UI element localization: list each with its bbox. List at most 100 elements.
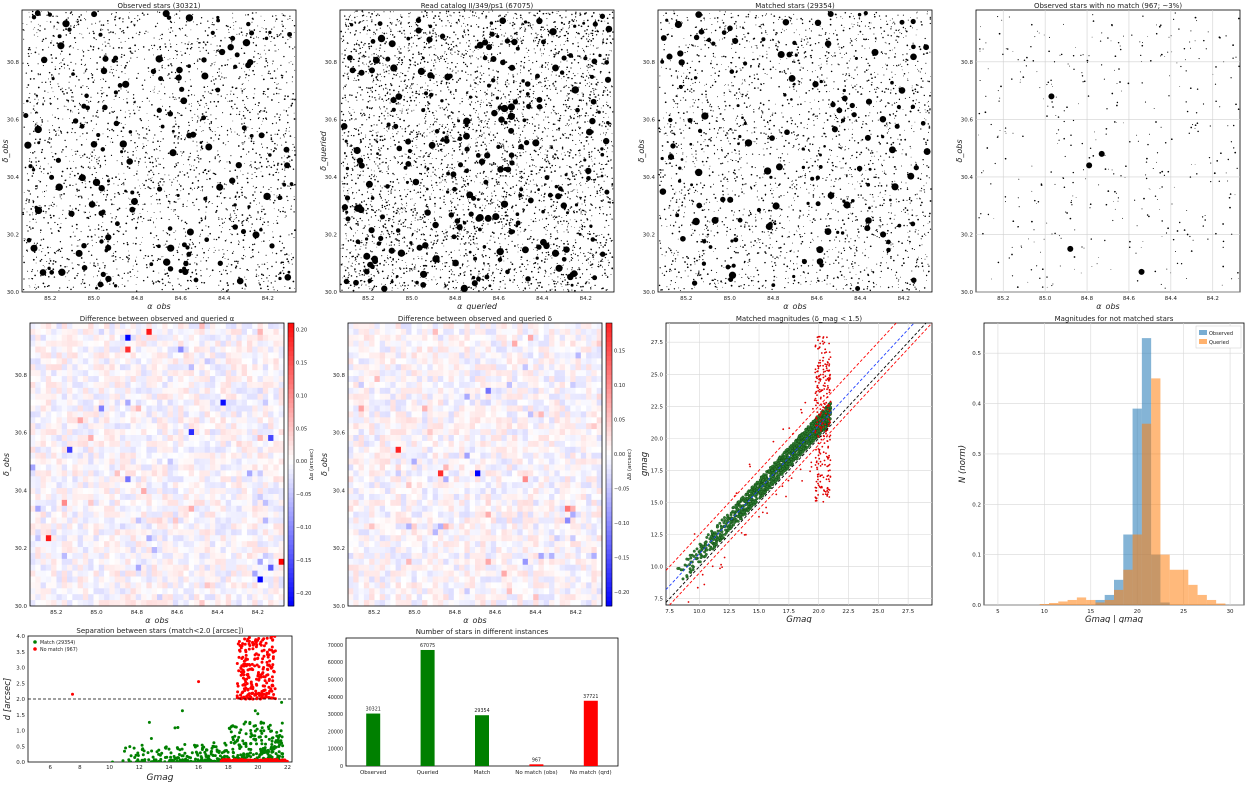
star-point xyxy=(495,33,497,35)
star-point xyxy=(248,270,249,272)
star-point xyxy=(107,183,109,186)
star-point xyxy=(412,83,414,85)
star-point xyxy=(59,196,61,198)
star-point xyxy=(446,235,449,237)
star-point xyxy=(433,129,435,131)
star-point xyxy=(541,55,543,57)
star-point xyxy=(466,179,468,181)
star-point xyxy=(439,216,441,218)
star-point xyxy=(274,142,276,145)
star-point xyxy=(27,52,30,55)
star-point xyxy=(474,86,476,88)
star-point xyxy=(406,270,408,273)
star-point xyxy=(197,154,199,157)
star-point xyxy=(279,211,282,213)
star-point xyxy=(202,171,205,174)
star-point xyxy=(354,256,357,259)
star-point xyxy=(44,266,45,268)
bright-star xyxy=(34,125,42,134)
star-point xyxy=(131,52,133,54)
star-point xyxy=(173,178,175,180)
star-point xyxy=(151,48,153,49)
star-point xyxy=(190,280,193,282)
star-point xyxy=(570,84,572,86)
star-point xyxy=(544,258,546,260)
star-point xyxy=(582,236,585,238)
star-point xyxy=(481,183,483,185)
star-point xyxy=(495,179,497,181)
star-point xyxy=(463,113,464,115)
star-point xyxy=(87,235,89,238)
star-point xyxy=(398,61,400,64)
star-point xyxy=(174,146,177,149)
star-point xyxy=(132,242,134,244)
star-point xyxy=(563,43,565,46)
star-point xyxy=(86,86,88,88)
star-point xyxy=(437,57,439,59)
star-point xyxy=(532,93,534,95)
star-point xyxy=(195,176,197,178)
star-point xyxy=(153,54,154,56)
star-point xyxy=(230,263,233,266)
star-point xyxy=(520,60,523,63)
star-point xyxy=(241,214,244,216)
star-point xyxy=(345,99,347,101)
star-point xyxy=(177,278,179,280)
star-point xyxy=(200,17,203,19)
star-point xyxy=(517,109,519,110)
star-point xyxy=(32,200,35,203)
star-point xyxy=(503,15,506,18)
star-point xyxy=(505,14,507,16)
star-point xyxy=(26,86,28,88)
star-point xyxy=(47,141,49,143)
star-point xyxy=(589,287,592,289)
star-point xyxy=(261,146,264,148)
star-point xyxy=(611,185,613,187)
star-point xyxy=(438,105,440,107)
star-point xyxy=(360,246,362,247)
star-point xyxy=(106,19,109,22)
star-point xyxy=(99,56,101,58)
star-point xyxy=(357,177,359,179)
bright-star xyxy=(155,55,163,63)
star-point xyxy=(447,62,449,64)
star-point xyxy=(99,164,102,167)
star-point xyxy=(504,283,506,285)
star-point xyxy=(133,109,135,111)
star-point xyxy=(549,237,551,239)
star-point xyxy=(254,191,256,193)
star-point xyxy=(253,29,255,31)
star-point xyxy=(135,263,138,266)
star-point xyxy=(258,57,260,60)
star-point xyxy=(545,226,547,228)
star-point xyxy=(365,247,367,249)
star-point xyxy=(522,39,524,42)
star-point xyxy=(463,229,465,231)
star-point xyxy=(255,186,258,189)
star-point xyxy=(532,62,534,64)
star-point xyxy=(125,64,127,67)
star-point xyxy=(115,11,117,14)
star-point xyxy=(176,180,178,182)
star-point xyxy=(276,35,279,38)
star-point xyxy=(599,194,601,196)
star-point xyxy=(491,231,494,234)
star-point xyxy=(444,60,447,63)
bright-star xyxy=(181,242,187,248)
star-point xyxy=(284,132,287,135)
star-point xyxy=(411,221,413,223)
star-point xyxy=(410,131,412,133)
star-point xyxy=(587,251,589,253)
star-point xyxy=(435,110,437,112)
star-point xyxy=(113,183,115,185)
star-point xyxy=(276,222,279,225)
star-point xyxy=(261,143,263,145)
star-point xyxy=(89,100,92,103)
star-point xyxy=(56,205,58,207)
star-point xyxy=(200,158,202,160)
star-point xyxy=(140,215,142,218)
star-point xyxy=(271,77,274,80)
star-point xyxy=(563,86,565,89)
star-point xyxy=(203,97,205,99)
star-point xyxy=(533,263,535,265)
